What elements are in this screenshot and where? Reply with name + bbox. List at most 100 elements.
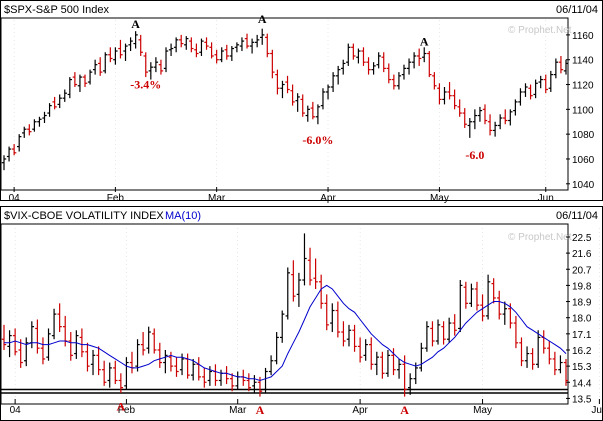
vix-ohlc-bar	[441, 321, 446, 345]
spx-ohlc-bar	[457, 99, 462, 117]
vix-ohlc-bar	[57, 303, 62, 333]
spx-ohlc-bar	[285, 75, 290, 94]
vix-ohlc-bar	[419, 342, 424, 372]
spx-ohlc-bar	[361, 47, 366, 66]
vix-ohlc-bar	[101, 360, 107, 386]
vix-ohlc-bar	[396, 358, 402, 379]
spx-ohlc-bar	[92, 59, 98, 75]
spx-ohlc-bar	[168, 43, 174, 56]
spx-ohlc-bar	[310, 101, 316, 120]
spx-ohlc-bar	[492, 121, 498, 137]
spx-ohlc-bar	[214, 49, 219, 64]
vix-ohlc-bar	[474, 281, 480, 311]
spx-ohlc-bar	[533, 79, 538, 99]
spx-ohlc-bar	[189, 37, 194, 53]
spx-ytick-label: 1120	[572, 81, 594, 92]
spx-ohlc-bar	[249, 38, 255, 54]
vix-ohlc-bar	[313, 258, 318, 289]
vix-ohlc-bar	[35, 319, 40, 354]
vix-ohlc-bar	[452, 314, 457, 336]
vix-ohlc-bar	[380, 351, 385, 379]
vix-xtick-label: Feb	[118, 405, 136, 416]
vix-xtick-label: May	[473, 405, 492, 416]
spx-xtick-label: May	[430, 193, 449, 204]
spx-ohlc-bar	[432, 72, 437, 90]
spx-xtick-label: Apr	[320, 193, 336, 204]
spx-ohlc-bar	[503, 109, 508, 125]
vix-ohlc-bar	[524, 346, 530, 368]
vix-ohlc-bar	[7, 330, 12, 358]
spx-ohlc-bar	[57, 94, 62, 109]
spx-ohlc-bar	[87, 69, 93, 85]
spx-xtick-label: Jun	[538, 193, 554, 204]
vix-ohlc-bar	[302, 233, 307, 286]
vix-ohlc-bar	[157, 342, 163, 368]
vix-ohlc-bar	[24, 337, 29, 367]
spx-ohlc-bar	[204, 37, 209, 50]
spx-ohlc-bar	[447, 82, 452, 100]
vix-ohlc-bar	[113, 360, 118, 385]
spx-annotation: -6.0	[465, 148, 484, 162]
vix-ytick-label: 22.5	[572, 233, 592, 244]
spx-ohlc-bar	[437, 83, 442, 105]
spx-ohlc-bar	[234, 42, 240, 53]
vix-ohlc-bar	[263, 367, 268, 394]
spx-ohlc-bar	[386, 63, 391, 84]
vix-ohlc-bar	[280, 310, 285, 343]
spx-annotation: A	[420, 34, 429, 48]
vix-ohlc-bar	[74, 330, 79, 359]
vix-title: $VIX-CBOE VOLATILITY INDEX	[4, 210, 164, 222]
vix-ohlc-bar	[369, 337, 374, 370]
spx-ohlc-bar	[158, 59, 164, 75]
spx-ohlc-bar	[184, 36, 189, 50]
spx-ohlc-bar	[563, 59, 569, 75]
vix-ytick-label: 15.3	[572, 362, 592, 373]
spx-ohlc-bar	[371, 62, 376, 75]
vix-ohlc-bar	[40, 337, 46, 365]
vix-date: 06/11/04	[556, 210, 598, 222]
spx-ohlc-bar	[341, 59, 346, 75]
spx-ohlc-bar	[508, 109, 513, 126]
vix-ohlc-bar	[190, 358, 196, 381]
vix-annotation: A	[117, 399, 126, 413]
spx-ohlc-bar	[275, 69, 280, 95]
vix-ohlc-bar	[18, 339, 23, 368]
vix-ma-line	[4, 284, 567, 382]
spx-ohlc-bar	[118, 39, 123, 59]
spx-ohlc-bar	[123, 43, 128, 61]
vix-ohlc-bar	[285, 267, 290, 320]
vix-ohlc-bar	[391, 348, 396, 376]
spx-ohlc-bar	[133, 31, 138, 49]
vix-ohlc-bar	[140, 332, 146, 356]
vix-ohlc-bar	[469, 283, 474, 307]
spx-ohlc-bar	[179, 34, 184, 48]
spx-ohlc-bar	[199, 38, 204, 56]
vix-ytick-label: 21.6	[572, 249, 592, 260]
spx-ohlc-bar	[108, 47, 113, 63]
vix-ohlc-bar	[547, 341, 552, 365]
vix-ohlc-bar	[202, 367, 207, 388]
spx-ohlc-bar	[163, 47, 169, 73]
vix-ytick-label: 16.2	[572, 346, 592, 357]
spx-ohlc-bar	[462, 108, 467, 128]
spx-ohlc-bar	[391, 74, 397, 90]
spx-ohlc-bar	[97, 57, 103, 76]
spx-ohlc-bar	[416, 48, 422, 66]
spx-ohlc-bar	[32, 119, 37, 132]
spx-ohlc-bar	[558, 55, 564, 74]
spx-ohlc-bar	[224, 44, 229, 60]
vix-ohlc-bar	[485, 274, 491, 320]
spx-ohlc-bar	[1, 155, 7, 171]
spx-ohlc-bar	[422, 47, 427, 63]
spx-ohlc-bar	[173, 37, 179, 53]
vix-ohlc-bar	[246, 373, 252, 392]
spx-ohlc-bar	[543, 74, 548, 94]
spx-annotation: A	[131, 17, 140, 31]
spx-ohlc-bar	[381, 52, 386, 73]
vix-xtick-label: Mar	[229, 405, 247, 416]
spx-ohlc-bar	[401, 64, 407, 80]
vix-ohlc-bar	[424, 321, 430, 352]
spx-ohlc-bar	[6, 146, 12, 162]
spx-ohlc-bar	[406, 58, 412, 75]
vix-ohlc-bar	[135, 339, 140, 372]
